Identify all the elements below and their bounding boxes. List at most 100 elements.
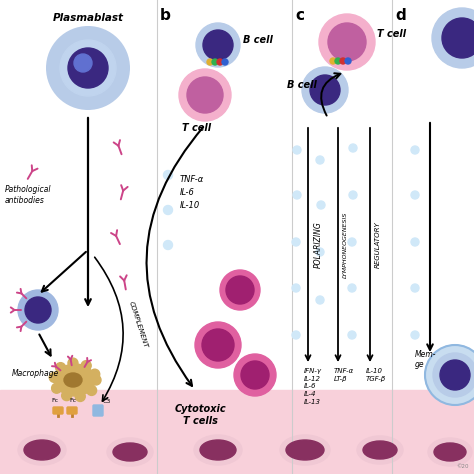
Circle shape bbox=[81, 361, 91, 371]
Text: C3: C3 bbox=[103, 399, 111, 404]
Text: B cell: B cell bbox=[287, 80, 317, 90]
Circle shape bbox=[319, 14, 375, 70]
Circle shape bbox=[302, 67, 348, 113]
Circle shape bbox=[55, 363, 65, 373]
Ellipse shape bbox=[24, 440, 60, 460]
Circle shape bbox=[411, 146, 419, 154]
Text: POLARIZING: POLARIZING bbox=[314, 222, 323, 268]
Ellipse shape bbox=[18, 435, 66, 465]
Circle shape bbox=[187, 77, 223, 113]
Text: B cell: B cell bbox=[243, 35, 273, 45]
Circle shape bbox=[18, 290, 58, 330]
Text: Mem-
ge: Mem- ge bbox=[415, 350, 437, 369]
Circle shape bbox=[335, 58, 341, 64]
Circle shape bbox=[293, 191, 301, 199]
FancyBboxPatch shape bbox=[93, 405, 103, 416]
Ellipse shape bbox=[434, 443, 466, 461]
Text: IFN-γ
IL-12
IL-6
IL-4
IL-13: IFN-γ IL-12 IL-6 IL-4 IL-13 bbox=[304, 368, 322, 405]
Circle shape bbox=[68, 48, 108, 88]
Circle shape bbox=[292, 238, 300, 246]
Circle shape bbox=[179, 69, 231, 121]
Circle shape bbox=[432, 8, 474, 68]
Circle shape bbox=[222, 59, 228, 65]
Circle shape bbox=[317, 201, 325, 209]
Circle shape bbox=[164, 240, 173, 249]
Text: T cell: T cell bbox=[182, 123, 211, 133]
Text: TNF-α
LT-β: TNF-α LT-β bbox=[334, 368, 354, 382]
Circle shape bbox=[25, 297, 51, 323]
Circle shape bbox=[50, 30, 126, 106]
Text: Fc: Fc bbox=[69, 398, 77, 403]
Circle shape bbox=[292, 284, 300, 292]
Ellipse shape bbox=[194, 435, 242, 465]
Circle shape bbox=[203, 30, 233, 60]
Circle shape bbox=[91, 375, 101, 385]
Text: IL-10
TGF-β: IL-10 TGF-β bbox=[366, 368, 386, 382]
Ellipse shape bbox=[107, 438, 153, 466]
Text: c: c bbox=[295, 8, 304, 23]
Circle shape bbox=[440, 360, 470, 390]
Circle shape bbox=[292, 331, 300, 339]
Circle shape bbox=[425, 345, 474, 405]
Circle shape bbox=[90, 369, 100, 379]
FancyBboxPatch shape bbox=[53, 407, 63, 414]
Text: Fc: Fc bbox=[52, 398, 59, 403]
Text: Plasmablast: Plasmablast bbox=[53, 13, 124, 23]
Circle shape bbox=[330, 58, 336, 64]
Circle shape bbox=[226, 276, 254, 304]
Circle shape bbox=[196, 23, 240, 67]
Circle shape bbox=[217, 59, 223, 65]
Text: ©20: ©20 bbox=[456, 464, 469, 469]
Circle shape bbox=[75, 392, 85, 401]
Ellipse shape bbox=[64, 373, 82, 387]
Circle shape bbox=[60, 40, 116, 96]
Circle shape bbox=[164, 206, 173, 215]
Circle shape bbox=[411, 191, 419, 199]
Circle shape bbox=[49, 373, 59, 383]
Circle shape bbox=[349, 191, 357, 199]
Text: Macrophage: Macrophage bbox=[12, 368, 59, 377]
Circle shape bbox=[348, 238, 356, 246]
Text: REGULATORY: REGULATORY bbox=[375, 222, 381, 268]
Circle shape bbox=[62, 391, 72, 401]
Circle shape bbox=[348, 284, 356, 292]
Circle shape bbox=[87, 385, 97, 395]
Circle shape bbox=[328, 23, 366, 61]
Text: Pathological
antibodies: Pathological antibodies bbox=[5, 184, 52, 205]
Circle shape bbox=[310, 75, 340, 105]
Circle shape bbox=[293, 146, 301, 154]
Circle shape bbox=[46, 26, 130, 110]
Circle shape bbox=[411, 284, 419, 292]
Circle shape bbox=[53, 33, 123, 103]
Ellipse shape bbox=[363, 441, 397, 459]
Ellipse shape bbox=[357, 436, 403, 464]
Circle shape bbox=[411, 238, 419, 246]
Circle shape bbox=[52, 383, 62, 393]
Circle shape bbox=[442, 18, 474, 58]
Circle shape bbox=[348, 331, 356, 339]
Circle shape bbox=[234, 354, 276, 396]
Circle shape bbox=[316, 156, 324, 164]
Ellipse shape bbox=[428, 438, 472, 466]
Circle shape bbox=[164, 171, 173, 180]
Ellipse shape bbox=[55, 364, 95, 396]
Circle shape bbox=[411, 331, 419, 339]
Circle shape bbox=[345, 58, 351, 64]
FancyBboxPatch shape bbox=[67, 407, 77, 414]
Circle shape bbox=[68, 358, 78, 368]
Circle shape bbox=[316, 296, 324, 304]
Text: Cytotoxic
T cells: Cytotoxic T cells bbox=[174, 404, 226, 426]
Circle shape bbox=[212, 59, 218, 65]
Bar bbox=[0, 390, 474, 474]
Text: TNF-α
IL-6
IL-10: TNF-α IL-6 IL-10 bbox=[180, 175, 204, 210]
Circle shape bbox=[316, 248, 324, 256]
Circle shape bbox=[207, 59, 213, 65]
Circle shape bbox=[241, 361, 269, 389]
Ellipse shape bbox=[286, 440, 324, 460]
Circle shape bbox=[349, 144, 357, 152]
Ellipse shape bbox=[200, 440, 236, 460]
Circle shape bbox=[433, 353, 474, 397]
Text: COMPLEMENT: COMPLEMENT bbox=[128, 301, 148, 349]
Ellipse shape bbox=[280, 435, 330, 465]
Text: LYMPHONEOGENESIS: LYMPHONEOGENESIS bbox=[343, 212, 348, 278]
